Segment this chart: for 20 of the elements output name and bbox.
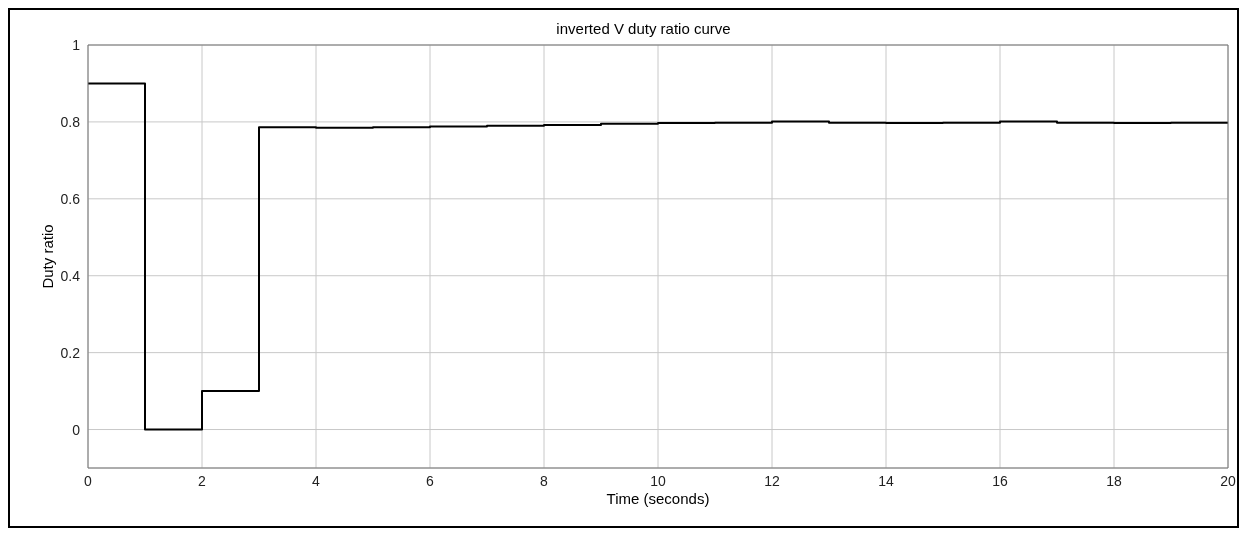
x-tick-label: 20 <box>1220 472 1236 489</box>
y-axis-title: Duty ratio <box>39 224 57 289</box>
y-tick-label: 0.2 <box>60 344 81 361</box>
x-tick-label: 18 <box>1106 472 1122 489</box>
y-tick-label: 0.8 <box>60 113 81 130</box>
x-tick-label: 8 <box>540 472 549 489</box>
y-tick-label: 0.6 <box>60 190 81 207</box>
x-tick-label: 0 <box>84 472 93 489</box>
chart-title: inverted V duty ratio curve <box>556 20 731 37</box>
x-tick-label: 10 <box>650 472 666 489</box>
x-tick-label: 6 <box>426 472 435 489</box>
x-tick-label: 2 <box>198 472 207 489</box>
x-tick-label: 4 <box>312 472 321 489</box>
x-axis-title: Time (seconds) <box>606 490 710 507</box>
x-tick-label: 16 <box>992 472 1008 489</box>
y-tick-label: 0 <box>72 421 81 438</box>
y-tick-label: 0.4 <box>60 267 81 284</box>
x-tick-label: 12 <box>764 472 780 489</box>
y-tick-label: 1 <box>72 36 81 53</box>
x-tick-label: 14 <box>878 472 894 489</box>
